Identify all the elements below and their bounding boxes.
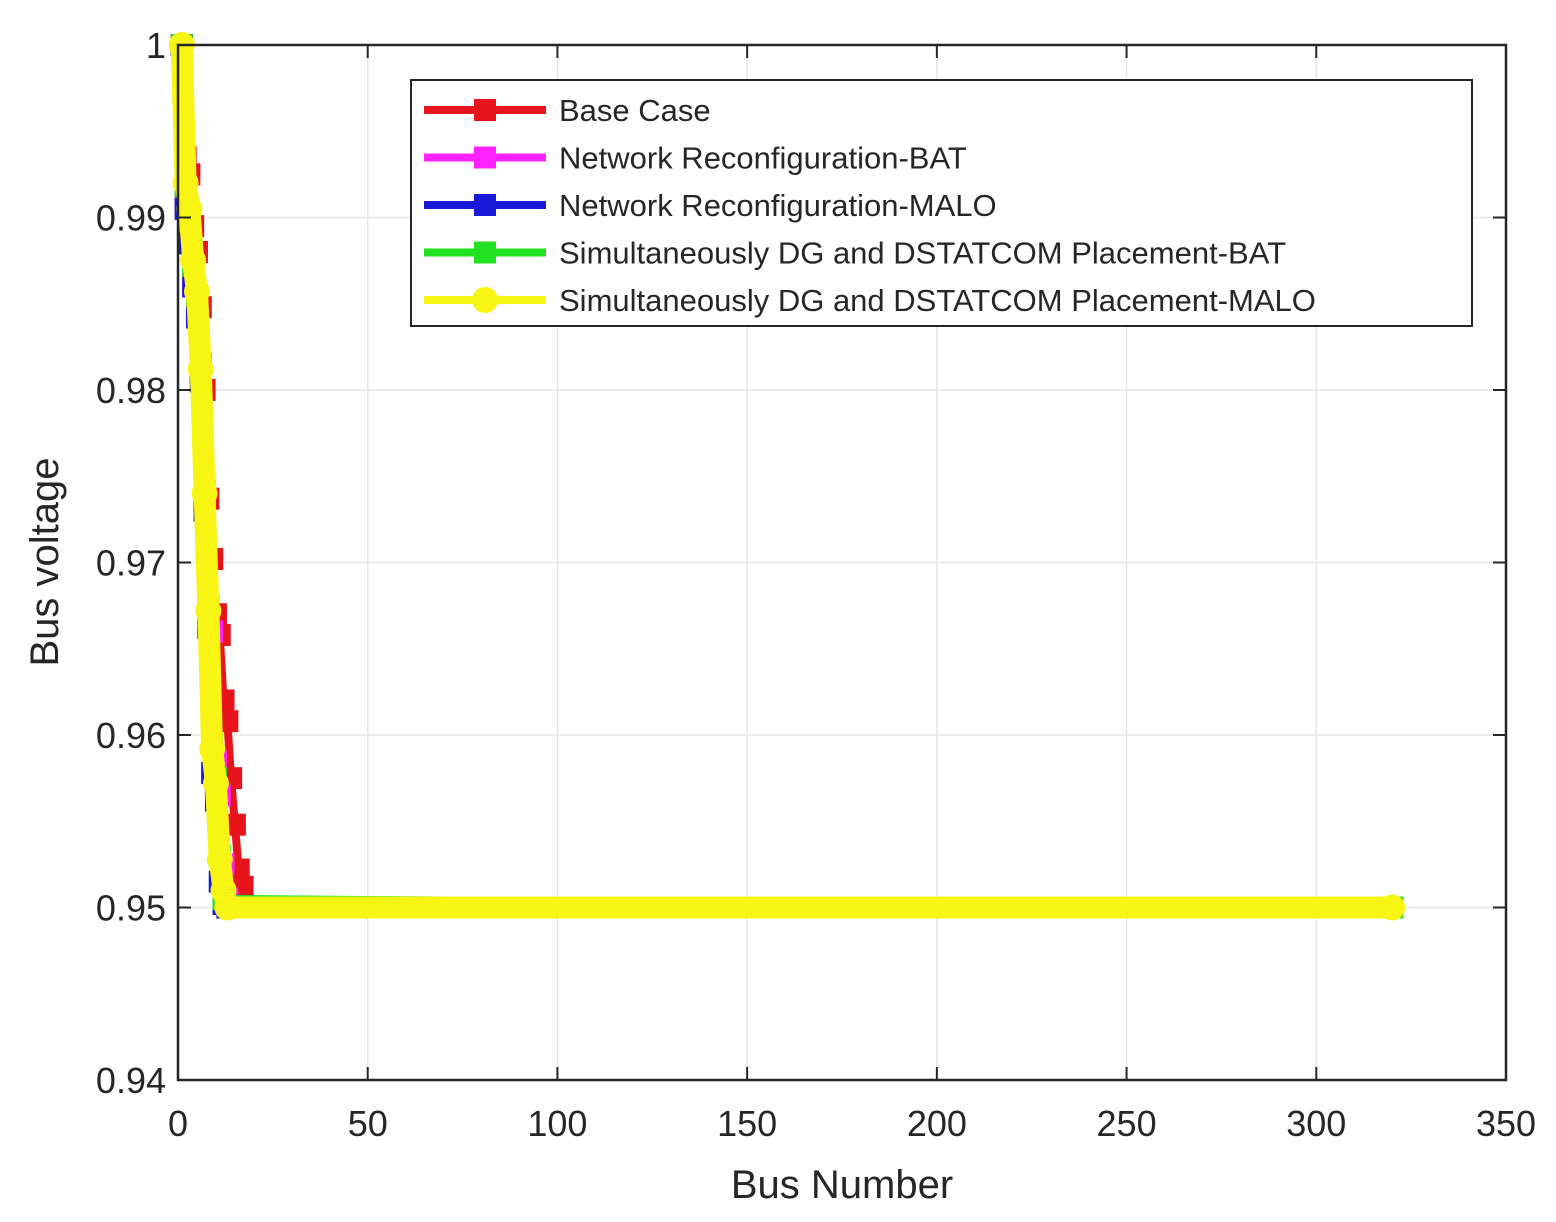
x-axis-label: Bus Number [731, 1163, 953, 1207]
data-point [180, 247, 207, 274]
legend-items: Base Case Network Reconfiguration-BAT Netw… [424, 93, 1316, 318]
legend-label: Simultaneously DG and DSTATCOM Placement… [559, 236, 1286, 271]
y-tick-label: 0.94 [96, 1060, 166, 1101]
legend-entry-2: Network Reconfiguration-BAT [424, 141, 967, 176]
x-tick-label: 250 [1097, 1103, 1157, 1144]
legend-label: Network Reconfiguration-MALO [559, 188, 997, 223]
x-tick-label: 50 [348, 1103, 388, 1144]
legend-box [410, 79, 1473, 327]
data-point [183, 278, 210, 305]
x-tick-label: 350 [1476, 1103, 1536, 1144]
legend: Base Case Network Reconfiguration-BAT Netw… [410, 79, 1473, 327]
data-point [1379, 894, 1406, 921]
y-tick-label: 0.97 [96, 543, 166, 584]
legend-swatch-marker [474, 194, 496, 216]
data-point [172, 170, 199, 196]
legend-entry-4: Simultaneously DG and DSTATCOM Placement… [424, 236, 1286, 271]
y-tick-label: 1 [146, 25, 166, 66]
data-point [195, 597, 222, 624]
y-tick-label: 0.99 [96, 198, 166, 239]
data-point [206, 846, 233, 873]
data-point [187, 356, 214, 383]
legend-label: Network Reconfiguration-BAT [559, 141, 967, 176]
data-point [202, 770, 229, 797]
data-point [223, 813, 246, 836]
y-tick-label: 0.96 [96, 715, 166, 756]
x-tick-label: 100 [527, 1103, 587, 1144]
x-tick-label: 150 [717, 1103, 777, 1144]
y-tick-label: 0.95 [96, 888, 166, 929]
ticks [177, 44, 1507, 1081]
data-point [214, 894, 241, 921]
data-point [191, 480, 218, 507]
data-point [176, 195, 203, 222]
legend-entry-1: Base Case [424, 93, 711, 128]
legend-entry-3: Network Reconfiguration-MALO [424, 188, 997, 223]
tick-labels: 0 50 100 150 200 250 300 350 0.94 0.95 0.96 0.97 0.9… [96, 25, 1536, 1144]
y-tick-label: 0.98 [96, 370, 166, 411]
legend-swatch-marker [474, 99, 496, 121]
x-tick-label: 0 [168, 1103, 188, 1144]
legend-swatch-marker [472, 287, 498, 313]
legend-swatch-marker [474, 241, 496, 264]
legend-entry-5: Simultaneously DG and DSTATCOM Placement… [424, 283, 1316, 318]
x-tick-label: 300 [1286, 1103, 1346, 1144]
legend-label: Simultaneously DG and DSTATCOM Placement… [559, 283, 1316, 318]
legend-swatch-marker [474, 146, 496, 169]
legend-label: Base Case [559, 93, 711, 128]
y-axis-label: Bus voltage [23, 457, 67, 666]
data-point [199, 735, 226, 762]
x-tick-label: 200 [907, 1103, 967, 1144]
